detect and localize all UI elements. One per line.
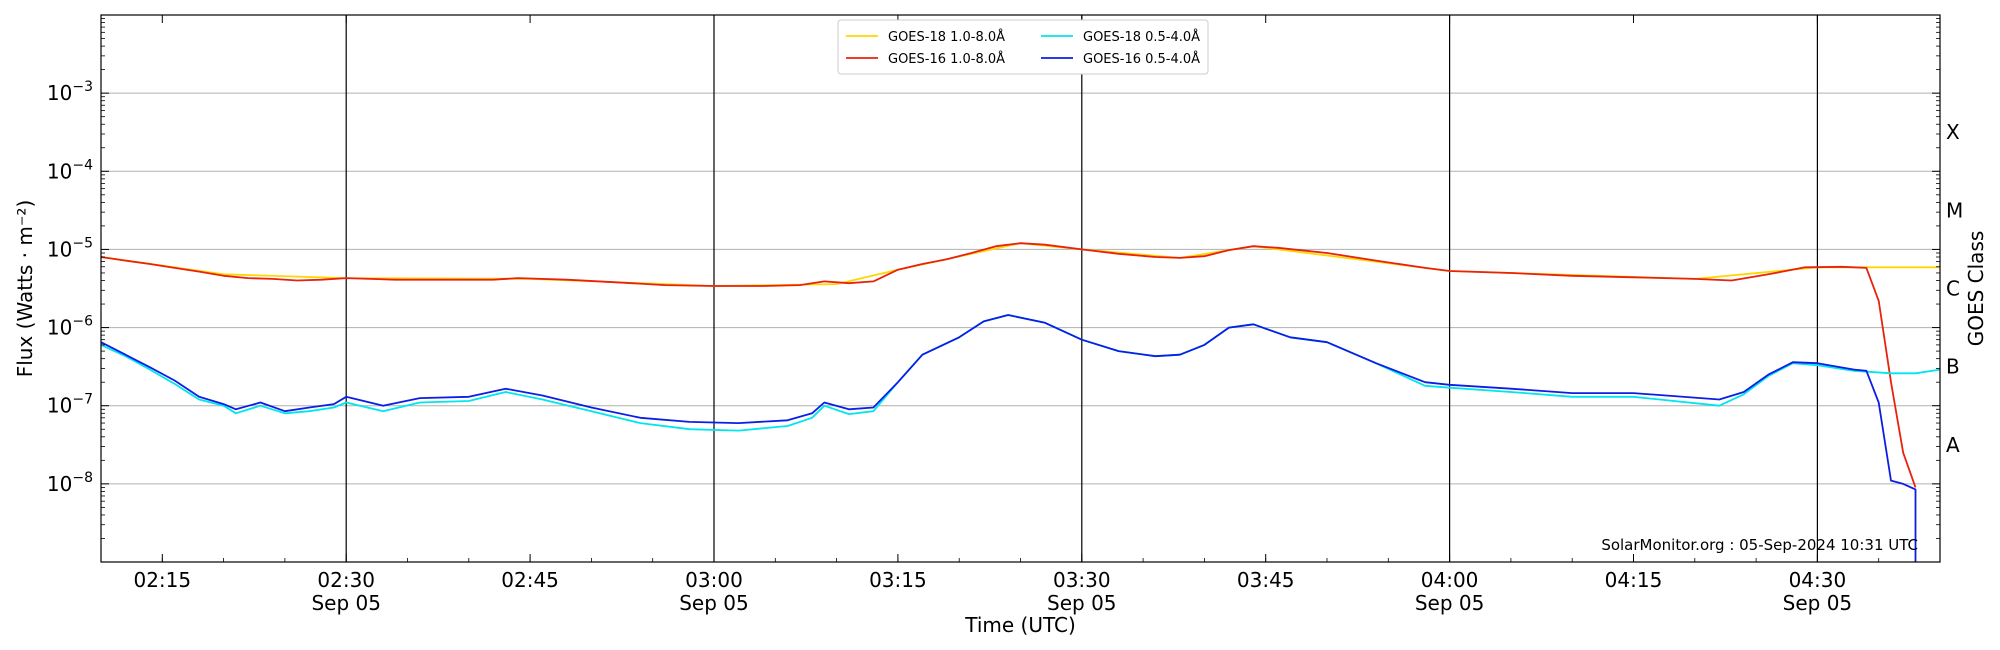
y2-axis-label: GOES Class [1964,231,1988,347]
x-tick-label: 03:30 [1053,568,1111,592]
goes-class-label: X [1946,120,1960,144]
x-tick-label: 03:45 [1237,568,1295,592]
x-tick-date-label: Sep 05 [1783,591,1853,615]
x-tick-date-label: Sep 05 [679,591,749,615]
y-tick-label: 10−7 [47,392,93,418]
y-tick-label: 10−8 [47,470,93,496]
x-tick-label: 04:30 [1789,568,1847,592]
x-tick-label: 02:45 [501,568,559,592]
series-line-4 [100,314,1917,562]
x-axis-label: Time (UTC) [964,613,1076,637]
legend-entry-label: GOES-18 0.5-4.0Å [1083,29,1200,45]
goes-class-label: M [1946,198,1963,222]
x-tick-label: 03:00 [685,568,743,592]
y-tick-label: 10−4 [47,157,93,183]
y-tick-label: 10−5 [47,235,93,261]
y-tick-label: 10−6 [47,314,93,340]
x-tick-label: 04:00 [1421,568,1479,592]
y-axis-label: Flux (Watts · m⁻²) [13,200,37,378]
x-tick-label: 04:15 [1605,568,1663,592]
x-tick-date-label: Sep 05 [311,591,381,615]
x-tick-label: 03:15 [869,568,927,592]
legend-entry-label: GOES-16 1.0-8.0Å [888,51,1005,67]
goes-class-label: B [1946,355,1960,379]
x-tick-date-label: Sep 05 [1415,591,1485,615]
legend: GOES-18 1.0-8.0Å GOES-16 1.0-8.0Å GOES-18 … [837,19,1209,75]
legend-box [837,19,1209,75]
series-lines [100,242,1941,562]
credit-text: SolarMonitor.org : 05-Sep-2024 10:31 UTC [1601,536,1918,554]
series-line-2 [100,242,1917,488]
x-tick-label: 02:15 [133,568,191,592]
legend-entry-label: GOES-16 0.5-4.0Å [1083,51,1200,67]
grid-lines [101,15,1940,562]
x-tick-date-label: Sep 05 [1047,591,1117,615]
y-tick-label: 10−3 [47,79,93,105]
legend-entry-label: GOES-18 1.0-8.0Å [888,29,1005,45]
goes-class-label: C [1946,277,1960,301]
x-tick-label: 02:30 [317,568,375,592]
goes-class-label: A [1946,433,1960,457]
